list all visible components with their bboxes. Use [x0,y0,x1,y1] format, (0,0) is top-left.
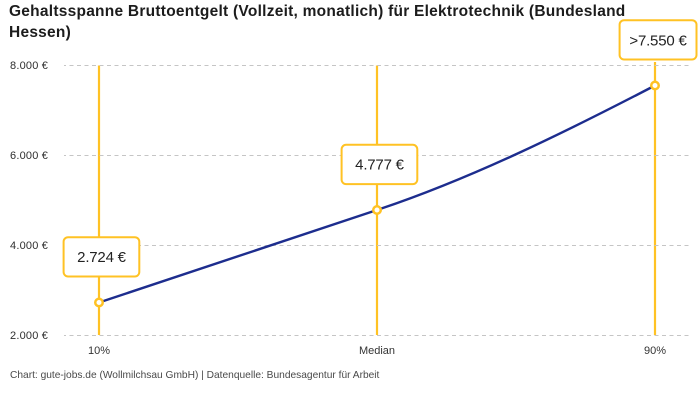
svg-text:10%: 10% [88,345,110,357]
svg-text:6.000 €: 6.000 € [10,150,48,162]
svg-text:2.724 €: 2.724 € [77,249,127,266]
svg-text:4.000 €: 4.000 € [10,240,48,252]
svg-text:4.777 €: 4.777 € [355,157,405,174]
svg-text:2.000 €: 2.000 € [10,330,48,342]
svg-text:Median: Median [359,345,395,357]
svg-text:>7.550 €: >7.550 € [629,33,687,50]
svg-text:8.000 €: 8.000 € [10,60,48,72]
svg-text:90%: 90% [644,345,666,357]
